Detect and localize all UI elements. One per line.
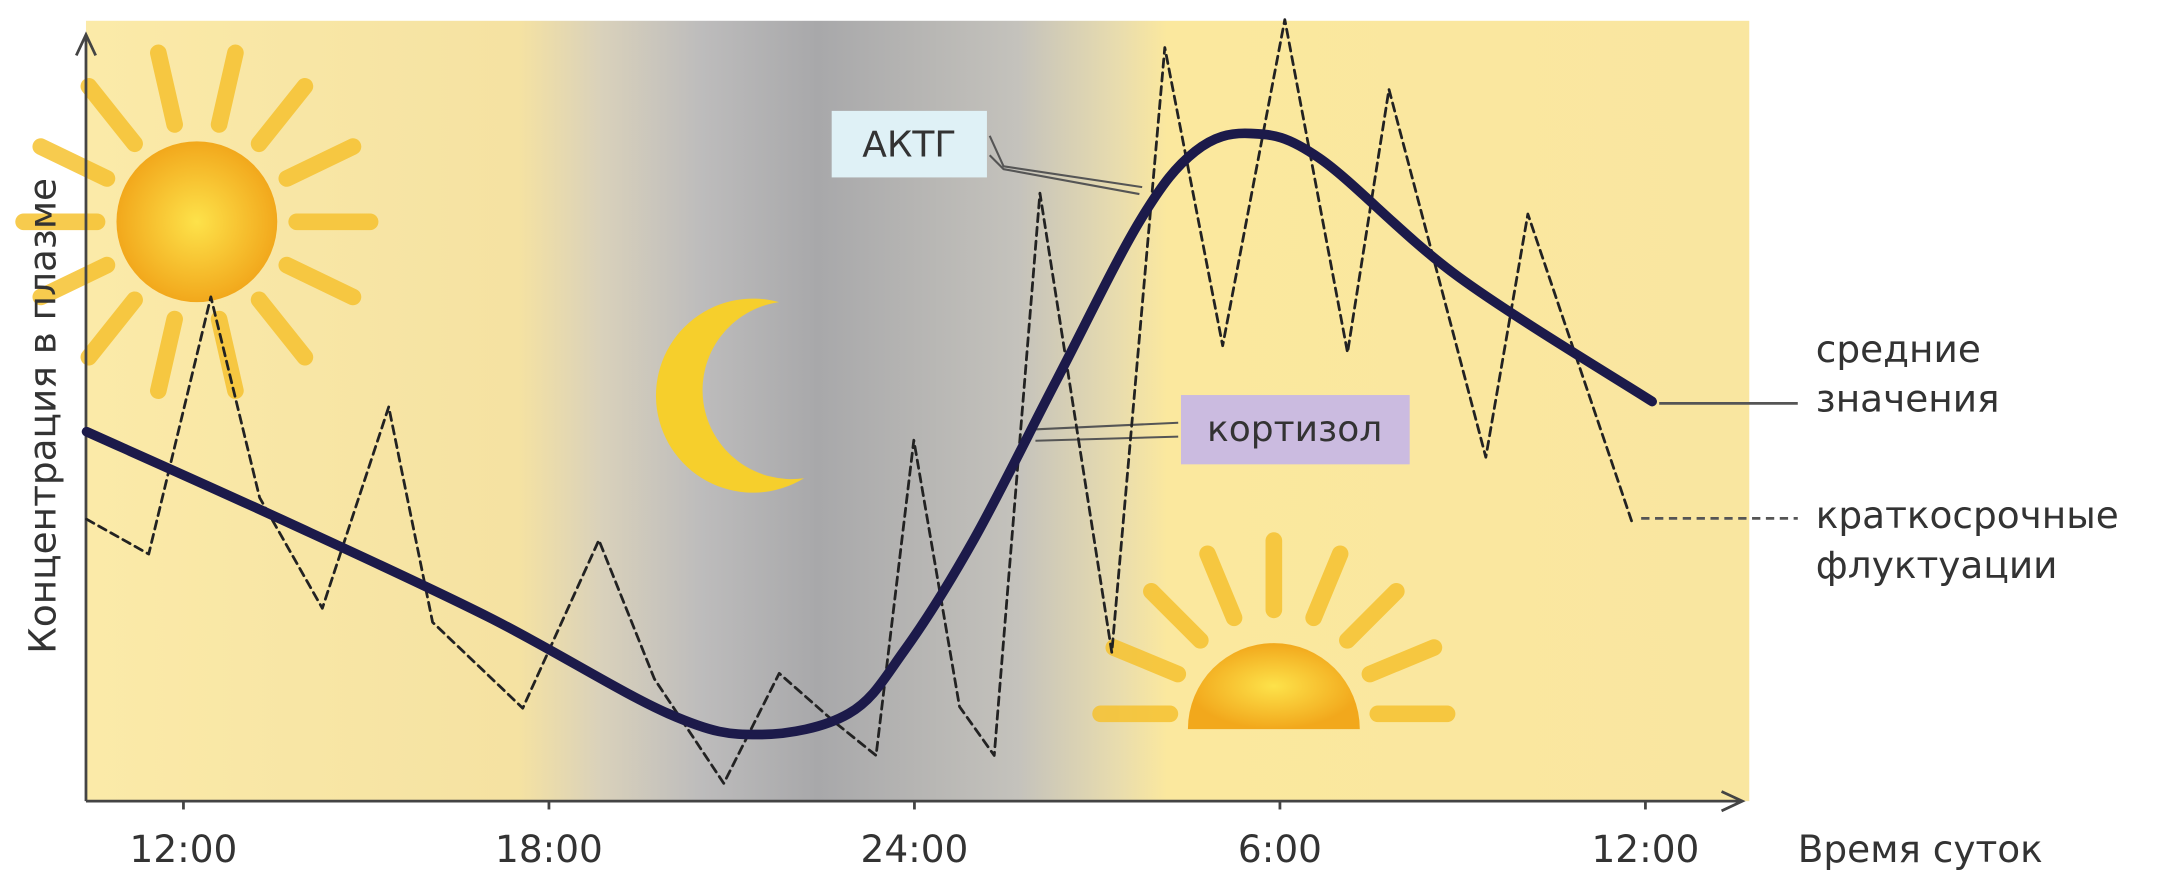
annotation: кортизол — [1207, 409, 1382, 450]
x-tick-label: 12:00 — [130, 827, 238, 871]
legend-entry: средние значения — [1816, 326, 2065, 437]
x-tick-label: 12:00 — [1592, 827, 1700, 871]
legend-label: краткосрочные флуктуации — [1816, 492, 2149, 592]
x-axis-label: Время суток — [1798, 827, 2043, 871]
x-tick-label: 18:00 — [495, 827, 603, 871]
legend-label: средние значения — [1816, 326, 2065, 426]
y-axis-label: Концентрация в плазме — [20, 178, 64, 654]
annotation: АКТГ — [862, 125, 956, 166]
x-tick-label: 24:00 — [861, 827, 969, 871]
chart: Концентрация в плазме Время суток АКТГ к… — [0, 0, 2179, 876]
legend-entry: краткосрочные флуктуации — [1816, 492, 2176, 603]
x-tick-label: 6:00 — [1238, 827, 1322, 871]
